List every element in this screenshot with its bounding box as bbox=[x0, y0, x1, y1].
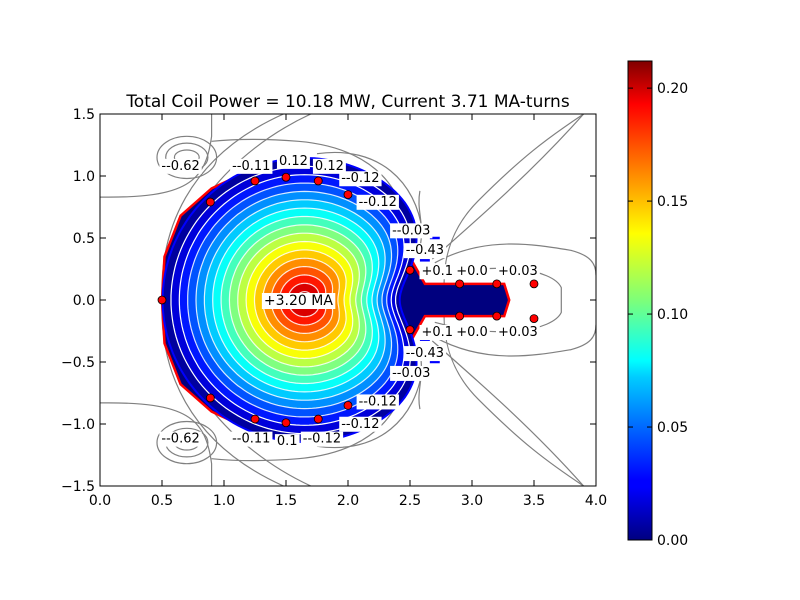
contour-label-11: +0.1 bbox=[421, 325, 453, 340]
flux-surface-11 bbox=[253, 249, 347, 351]
x-tick-label-0: 0.0 bbox=[89, 493, 111, 509]
contour-label-16: --0.12 bbox=[359, 394, 397, 409]
field-contour-line-4 bbox=[316, 151, 423, 232]
contour-label-14: --0.43 bbox=[406, 346, 444, 361]
colorbar-tick-label-2: 0.10 bbox=[657, 307, 688, 323]
contour-label-8: +0.1 bbox=[421, 264, 453, 279]
coil-field-loop-1-2 bbox=[156, 420, 218, 465]
field-contour-line-12 bbox=[434, 267, 562, 333]
plot-area: --0.62 --0.11 0.12 0.12--0.12--0.12--0.03--… bbox=[100, 114, 596, 486]
field-contour-line-8 bbox=[431, 114, 585, 260]
coil-marker-9 bbox=[529, 279, 539, 289]
field-contour-line-5 bbox=[316, 368, 423, 449]
colorbar-tick-label-1: 0.05 bbox=[657, 420, 688, 436]
colorbar-tick-label-4: 0.20 bbox=[657, 81, 688, 97]
field-contour-line-9 bbox=[431, 340, 585, 486]
coil-marker-0 bbox=[157, 295, 167, 305]
y-tick-label-4: 0.5 bbox=[73, 231, 95, 247]
coil-marker-8 bbox=[492, 279, 502, 289]
contour-label-5: --0.12 bbox=[359, 195, 397, 210]
y-axis-ticks: −1.5 −1.0 −0.5 0.0 0.5 1.0 1.5 bbox=[61, 107, 596, 495]
contour-label-0: --0.62 bbox=[161, 159, 199, 174]
y-tick-label-2: −0.5 bbox=[61, 355, 95, 371]
coil-field-loop-0-2 bbox=[156, 135, 218, 180]
y-tick-label-6: 1.5 bbox=[73, 107, 95, 123]
y-tick-label-1: −1.0 bbox=[61, 417, 95, 433]
x-tick-label-7: 3.5 bbox=[523, 493, 545, 509]
field-contour-line-1 bbox=[100, 402, 213, 486]
contour-label-1: --0.11 bbox=[232, 159, 270, 174]
contour-label-20: 0.1 bbox=[277, 434, 298, 449]
x-tick-label-4: 2.0 bbox=[337, 493, 359, 509]
coil-marker-15 bbox=[405, 325, 415, 335]
x-tick-label-6: 3.0 bbox=[461, 493, 483, 509]
coil-marker-12 bbox=[281, 418, 291, 428]
contour-label-4: --0.12 bbox=[341, 171, 379, 186]
contour-labels: --0.62 --0.11 0.12 0.12--0.12--0.12--0.03--… bbox=[159, 153, 540, 450]
field-contour-line-11 bbox=[434, 324, 596, 357]
contour-label-6: --0.03 bbox=[392, 223, 430, 238]
flux-surface-9 bbox=[237, 232, 360, 368]
coil-marker-4 bbox=[313, 176, 323, 186]
flux-surface-10 bbox=[245, 240, 354, 360]
flux-surface-6 bbox=[212, 207, 380, 393]
coil-marker-5 bbox=[343, 190, 353, 200]
flux-surface-8 bbox=[228, 224, 367, 376]
coil-marker-7 bbox=[455, 279, 465, 289]
coil-marker-18 bbox=[529, 314, 539, 324]
contour-label-2: 0.12 bbox=[279, 154, 308, 169]
coil-marker-3 bbox=[281, 172, 291, 182]
contour-label-7: --0.43 bbox=[406, 243, 444, 258]
colorbar-tick-label-0: 0.00 bbox=[657, 533, 688, 549]
field-contour-line-0 bbox=[100, 114, 213, 198]
coil-marker-14 bbox=[343, 400, 353, 410]
x-tick-label-1: 0.5 bbox=[151, 493, 173, 509]
contour-label-17: --0.12 bbox=[341, 417, 379, 432]
y-tick-label-5: 1.0 bbox=[73, 169, 95, 185]
coil-marker-16 bbox=[455, 311, 465, 321]
plasma-current-label: +3.20 MA bbox=[264, 293, 333, 309]
contour-label-21: --0.12 bbox=[303, 432, 341, 447]
coil-marker-6 bbox=[405, 265, 415, 275]
field-contour-line-10 bbox=[434, 243, 596, 276]
coil-marker-10 bbox=[205, 393, 215, 403]
colorbar-ticks: 0.00 0.05 0.10 0.15 0.20 bbox=[628, 81, 688, 549]
field-contour-line-6 bbox=[443, 114, 584, 298]
contour-label-3: 0.12 bbox=[315, 159, 344, 174]
colorbar-gradient bbox=[627, 60, 653, 541]
x-tick-label-8: 4.0 bbox=[585, 493, 607, 509]
coil-markers bbox=[157, 172, 539, 428]
contour-label-10: +0.03 bbox=[498, 264, 538, 279]
flux-surface-5 bbox=[203, 199, 386, 401]
coil-marker-1 bbox=[205, 197, 215, 207]
x-axis-ticks: 0.0 0.5 1.0 1.5 2.0 2.5 3.0 3.5 4.0 bbox=[89, 114, 607, 509]
x-tick-label-2: 1.0 bbox=[213, 493, 235, 509]
flux-surface-7 bbox=[220, 215, 373, 385]
contour-label-15: --0.03 bbox=[392, 366, 430, 381]
coil-marker-2 bbox=[250, 176, 260, 186]
contour-label-13: +0.03 bbox=[498, 325, 538, 340]
coil-marker-11 bbox=[250, 414, 260, 424]
coil-marker-17 bbox=[492, 311, 502, 321]
contour-label-9: +0.0 bbox=[456, 264, 488, 279]
contour-label-12: +0.0 bbox=[456, 325, 488, 340]
chart-title: Total Coil Power = 10.18 MW, Current 3.7… bbox=[125, 92, 570, 112]
y-tick-label-0: −1.5 bbox=[61, 479, 95, 495]
contour-label-19: --0.11 bbox=[232, 432, 270, 447]
y-tick-label-3: 0.0 bbox=[73, 293, 95, 309]
x-tick-label-3: 1.5 bbox=[275, 493, 297, 509]
colorbar: 0.00 0.05 0.10 0.15 0.20 bbox=[627, 60, 688, 549]
x-tick-label-5: 2.5 bbox=[399, 493, 421, 509]
field-contour-line-15 bbox=[418, 190, 423, 249]
coil-marker-13 bbox=[313, 414, 323, 424]
colorbar-tick-label-3: 0.15 bbox=[657, 194, 688, 210]
contour-label-18: --0.62 bbox=[161, 432, 199, 447]
